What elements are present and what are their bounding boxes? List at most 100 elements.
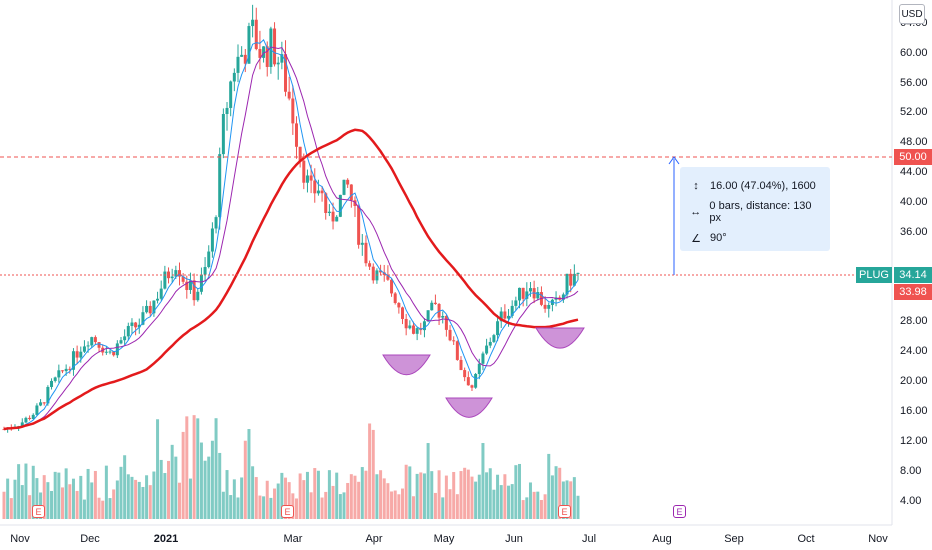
candle-body bbox=[115, 343, 119, 356]
candle-body bbox=[514, 300, 518, 306]
candle-body bbox=[258, 49, 262, 58]
volume-bar bbox=[364, 470, 368, 519]
candle-body bbox=[240, 54, 244, 57]
volume-bar bbox=[353, 475, 357, 519]
volume-bar bbox=[305, 471, 309, 519]
earnings-marker[interactable]: E bbox=[281, 505, 294, 518]
candle-body bbox=[28, 417, 32, 419]
volume-bar bbox=[145, 475, 149, 519]
candle-body bbox=[93, 337, 97, 343]
volume-bar bbox=[240, 477, 244, 519]
volume-bar bbox=[525, 497, 529, 519]
earnings-marker[interactable]: E bbox=[32, 505, 45, 518]
volume-bar bbox=[35, 478, 39, 519]
candle-body bbox=[488, 341, 492, 346]
price-axis-label: 52.00 bbox=[900, 106, 928, 118]
candle-body bbox=[119, 340, 123, 344]
candle-body bbox=[572, 273, 576, 286]
volume-bar bbox=[466, 469, 470, 519]
candle-body bbox=[349, 184, 353, 201]
candle-body bbox=[433, 302, 437, 305]
candle-body bbox=[284, 54, 288, 92]
candle-body bbox=[2, 429, 6, 431]
volume-bar bbox=[433, 492, 437, 519]
candle-body bbox=[203, 267, 207, 275]
volume-bar bbox=[452, 471, 456, 519]
candle-body bbox=[327, 211, 331, 214]
candle-body bbox=[276, 62, 280, 65]
volume-bar bbox=[485, 472, 489, 519]
cup-pattern-shapes bbox=[382, 327, 585, 418]
volume-bar bbox=[331, 485, 335, 519]
candlesticks bbox=[2, 4, 580, 433]
candle-body bbox=[152, 300, 156, 314]
volume-bar bbox=[79, 475, 83, 519]
candle-body bbox=[305, 175, 309, 183]
price-axis-label: 12.00 bbox=[900, 435, 928, 447]
volume-bar bbox=[437, 470, 441, 519]
volume-bar bbox=[346, 482, 350, 519]
candle-body bbox=[422, 321, 426, 331]
candle-body bbox=[90, 337, 94, 346]
volume-bar bbox=[130, 476, 134, 519]
volume-bar bbox=[115, 480, 119, 519]
candle-body bbox=[518, 287, 522, 301]
candle-body bbox=[262, 46, 266, 58]
candle-body bbox=[60, 370, 64, 372]
volume-bar bbox=[64, 468, 68, 519]
reference-lines bbox=[0, 156, 892, 276]
candle-body bbox=[393, 293, 397, 304]
candle-body bbox=[463, 370, 467, 378]
volume-bar bbox=[170, 444, 174, 519]
candle-body bbox=[79, 351, 83, 358]
volume-bar bbox=[470, 476, 474, 519]
earnings-marker-upcoming[interactable]: E bbox=[673, 505, 686, 518]
candle-body bbox=[141, 312, 145, 325]
volume-bar bbox=[408, 466, 412, 519]
candle-body bbox=[528, 288, 532, 292]
candle-body bbox=[448, 329, 452, 341]
price-axis-labels: 4.00 8.00 12.00 16.00 20.00 24.00 28.00 36.00 40… bbox=[900, 17, 928, 507]
candle-body bbox=[39, 402, 43, 406]
candle-body bbox=[64, 368, 68, 372]
candle-body bbox=[371, 266, 375, 281]
candle-body bbox=[108, 351, 112, 353]
candle-body bbox=[503, 311, 507, 319]
candle-body bbox=[35, 405, 39, 415]
candle-body bbox=[452, 340, 456, 342]
candle-body bbox=[492, 335, 496, 342]
candle-body bbox=[75, 351, 79, 358]
volume-bar bbox=[247, 429, 251, 519]
volume-bar bbox=[338, 494, 342, 519]
volume-bar bbox=[532, 491, 536, 519]
volume-bar bbox=[68, 484, 72, 519]
ma-fast-line bbox=[3, 38, 579, 430]
volume-bar bbox=[82, 499, 86, 519]
candle-body bbox=[71, 351, 75, 370]
currency-badge[interactable]: USD bbox=[899, 4, 925, 24]
volume-bar bbox=[536, 491, 540, 519]
volume-bar bbox=[177, 482, 181, 519]
candle-body bbox=[156, 298, 160, 301]
volume-bar bbox=[368, 423, 372, 519]
volume-bar bbox=[203, 460, 207, 519]
candle-body bbox=[247, 26, 251, 64]
volume-bar bbox=[415, 473, 419, 519]
earnings-marker[interactable]: E bbox=[558, 505, 571, 518]
candle-body bbox=[404, 318, 408, 329]
volume-bar bbox=[152, 471, 156, 519]
ticker-tag: PLUG bbox=[856, 267, 892, 283]
candle-body bbox=[181, 276, 185, 282]
volume-bar bbox=[86, 468, 90, 519]
candle-body bbox=[145, 305, 149, 313]
volume-bar bbox=[229, 495, 233, 519]
volume-bar bbox=[232, 479, 236, 519]
price-axis-label: 20.00 bbox=[900, 375, 928, 387]
candle-body bbox=[455, 341, 459, 360]
candle-body bbox=[24, 417, 28, 423]
volume-bar bbox=[419, 472, 423, 519]
candle-body bbox=[430, 302, 434, 311]
volume-bar bbox=[569, 481, 573, 519]
volume-bar bbox=[192, 415, 196, 519]
